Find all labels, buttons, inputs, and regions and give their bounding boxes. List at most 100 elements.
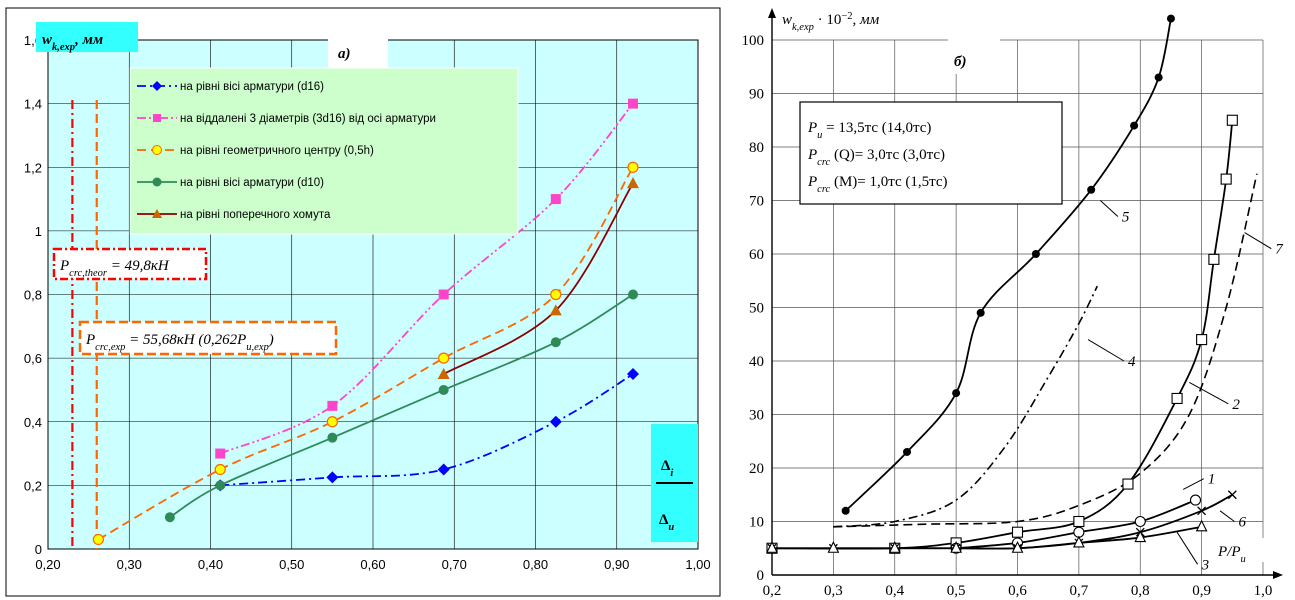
chart-b-point	[1031, 250, 1040, 258]
chart-b-point	[827, 541, 840, 553]
chart-a-point	[550, 288, 562, 301]
chart-b-point	[888, 541, 901, 553]
chart-b-info-line: Pu = 13,5тс (14,0тс)	[807, 120, 931, 141]
chart-b-series-label: 7	[1275, 242, 1284, 258]
chart-a-legend-marker	[152, 145, 162, 155]
chart-b-point	[903, 447, 912, 456]
chart-a-x-tick-label: 0,70	[442, 557, 467, 572]
chart-b-series-label: 2	[1232, 397, 1240, 413]
chart-a-panel-label: а)	[338, 46, 351, 62]
chart-b-background	[728, 0, 1295, 600]
chart-b-y-tick-label: 40	[749, 354, 764, 370]
chart-b-point	[1011, 526, 1024, 538]
chart-b-series-label-leader	[1219, 510, 1235, 522]
chart-b-y-tick-label: 10	[749, 515, 764, 531]
chart-b-y-tick-label: 0	[757, 568, 765, 584]
chart-a-point	[437, 368, 450, 380]
chart-b-panel-label: б)	[954, 54, 966, 70]
chart-b-x-tick-label: 1,0	[1254, 583, 1273, 599]
chart-b-x-tick-label: 0,9	[1192, 583, 1211, 599]
chart-b-x-axis-title-bg	[1214, 538, 1270, 562]
chart-a-point	[438, 289, 449, 300]
chart-a-point	[627, 177, 639, 189]
chart-b-series-label: 6	[1238, 515, 1246, 531]
chart-b-series-label-leader	[1244, 232, 1272, 250]
chart-b-point	[1134, 515, 1146, 528]
chart-a-point	[627, 161, 639, 173]
chart-b-point	[1220, 173, 1232, 185]
chart-a-legend-label: на рівні вісі арматури (d16)	[180, 81, 324, 93]
chart-a-x-tick-label: 0,80	[523, 557, 548, 572]
chart-b-point	[1197, 506, 1207, 516]
chart-a-legend-marker	[153, 114, 161, 122]
chart-b-point	[1011, 541, 1024, 553]
chart-a-point	[549, 304, 562, 316]
chart-a-annotation-exp: Pcrc,exp = 55,68кН (0,262Pu,exp)	[85, 332, 274, 353]
chart-a-y-axis-title: wk,exp, мм	[42, 32, 103, 53]
chart-a-point	[438, 352, 450, 364]
chart-b-x-tick-label: 0,7	[1070, 583, 1089, 599]
chart-b-series-label: 5	[1122, 210, 1130, 226]
chart-a-y-tick-label: 1,4	[24, 97, 42, 112]
chart-a-point	[627, 368, 639, 381]
chart-a-panel-label-bg	[328, 24, 388, 68]
chart-b-point	[1087, 185, 1096, 194]
chart-a-legend-marker	[152, 209, 162, 218]
chart-b-series-label: 4	[1128, 354, 1136, 370]
chart-b-point	[1073, 515, 1085, 528]
chart-a-point	[92, 533, 104, 546]
chart-a-x-axis-title-numerator: Δi	[661, 458, 673, 479]
chart-b-point	[1196, 334, 1208, 346]
chart-b-x-axis-arrow	[1273, 571, 1283, 579]
chart-a-legend: на рівні вісі арматури (d16) на віддален…	[129, 67, 519, 235]
chart-a-point	[326, 471, 339, 484]
chart-b-point	[766, 541, 778, 553]
chart-a-point	[215, 448, 226, 459]
chart-a-y-axis-title-bg	[36, 22, 138, 52]
chart-a-point	[164, 512, 175, 523]
chart-a-annotation-theor: Pcrc,theor = 49,8кН	[59, 258, 170, 279]
chart-b-series-line-3	[772, 525, 1202, 550]
chart-a-point	[327, 432, 338, 443]
chart-a-legend-marker	[152, 81, 162, 91]
chart-a-point	[437, 463, 450, 476]
chart-a-legend-label: на віддалені 3 діаметрів (3d16) від осі …	[180, 113, 436, 125]
chart-b-info-box: Pu = 13,5тс (14,0тс) Pcrc (Q)= 3,0тс (3,0…	[799, 101, 1063, 205]
chart-b-series-label-leader	[1176, 531, 1199, 565]
chart-b-point	[1072, 535, 1085, 548]
chart-b-series-label: 3	[1201, 557, 1210, 573]
chart-a-point	[327, 400, 338, 411]
chart-a-y-tick-label: 0	[35, 542, 42, 557]
chart-b-info-line: Pcrc (Q)= 3,0тс (3,0тс)	[807, 147, 945, 168]
chart-a-y-tick-label: 0,4	[24, 415, 42, 430]
chart-b-y-tick-label: 60	[749, 247, 764, 263]
chart-a-x-tick-label: 0,20	[35, 557, 60, 572]
chart-b-point	[976, 308, 985, 317]
chart-b-point	[1195, 519, 1208, 532]
chart-a-point	[326, 416, 338, 428]
chart-b-y-axis-title-bg	[778, 6, 928, 30]
chart-b-series-label-leader	[1182, 478, 1204, 490]
chart-b-point	[1154, 73, 1163, 82]
chart-b-y-axis-title: wk,exp · 10−2, мм	[782, 11, 880, 33]
chart-b-point	[1171, 392, 1183, 405]
chart-a-x-tick-label: 0,30	[117, 557, 142, 572]
chart-a-y-tick-label: 0,8	[24, 288, 42, 303]
chart-b-point	[1208, 253, 1220, 265]
chart-a-point	[214, 463, 226, 476]
chart-b-series-line-5	[845, 18, 1172, 512]
chart-b-point	[1226, 114, 1238, 126]
chart-a-point	[550, 194, 561, 205]
chart-a-annotation-theor-box	[52, 247, 208, 281]
chart-a-x-tick-label: 0,90	[604, 557, 629, 572]
chart-b-point	[1122, 478, 1134, 490]
chart-b-x-tick-label: 0,4	[885, 583, 904, 599]
chart-a-point	[550, 337, 561, 348]
chart-b-point	[1134, 530, 1147, 543]
chart-b-series-label-leader	[1087, 339, 1125, 362]
chart-b-x-tick-label: 0,6	[1008, 583, 1027, 599]
chart-b-x-tick-label: 0,5	[947, 583, 966, 599]
chart-b-y-tick-label: 80	[749, 140, 764, 156]
chart-b-point	[1227, 490, 1237, 500]
chart-b-point	[1189, 494, 1202, 506]
